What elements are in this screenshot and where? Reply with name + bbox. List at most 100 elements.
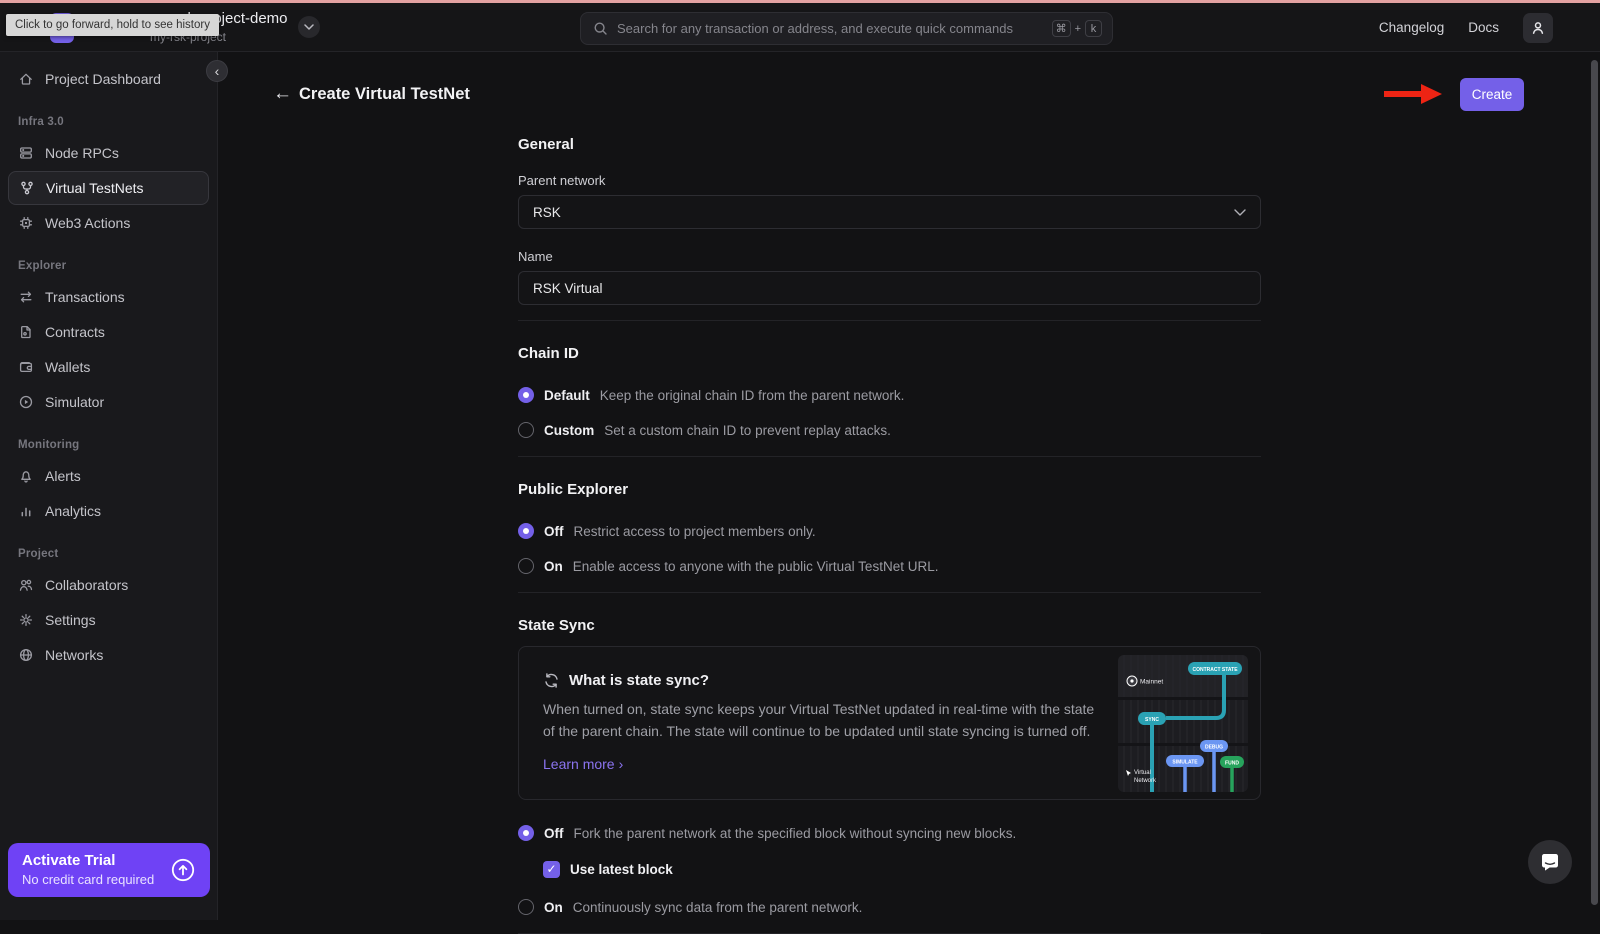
section-divider bbox=[518, 456, 1261, 457]
radio-on[interactable] bbox=[518, 558, 534, 574]
sidebar-item-simulator[interactable]: Simulator bbox=[8, 385, 209, 419]
sidebar-item-networks[interactable]: Networks bbox=[8, 638, 209, 672]
back-button[interactable]: ← bbox=[273, 83, 299, 105]
sidebar-item-label: Contracts bbox=[45, 324, 105, 340]
illus-simulate-badge: SIMULATE bbox=[1172, 759, 1198, 765]
search-input[interactable] bbox=[617, 21, 1052, 36]
transfer-arrows-icon bbox=[18, 289, 34, 305]
learn-more-link[interactable]: Learn more › bbox=[543, 756, 623, 772]
docs-link[interactable]: Docs bbox=[1468, 20, 1499, 35]
sidebar-item-virtual-testnets[interactable]: Virtual TestNets bbox=[8, 171, 209, 205]
sidebar-item-label: Settings bbox=[45, 612, 96, 628]
sidebar-item-label: Transactions bbox=[45, 289, 125, 305]
parent-network-label: Parent network bbox=[518, 173, 1261, 188]
global-search[interactable]: ⌘ + k bbox=[580, 12, 1113, 45]
chat-bubble-icon bbox=[1539, 851, 1561, 873]
illus-fund-badge: FUND bbox=[1225, 760, 1239, 766]
account-button[interactable] bbox=[1523, 13, 1553, 43]
state-sync-info-card: What is state sync? When turned on, stat… bbox=[518, 646, 1261, 800]
upgrade-arrow-icon bbox=[170, 857, 196, 883]
page-title: Create Virtual TestNet bbox=[299, 85, 470, 104]
chat-widget-button[interactable] bbox=[1528, 840, 1572, 884]
state-sync-option-off[interactable]: Off Fork the parent network at the speci… bbox=[518, 822, 1261, 844]
state-sync-option-on[interactable]: On Continuously sync data from the paren… bbox=[518, 896, 1261, 918]
sidebar-item-settings[interactable]: Settings bbox=[8, 603, 209, 637]
illus-debug-badge: DEBUG bbox=[1205, 744, 1223, 750]
play-circle-icon bbox=[18, 394, 34, 410]
sidebar-item-label: Networks bbox=[45, 647, 103, 663]
public-explorer-option-on[interactable]: On Enable access to anyone with the publ… bbox=[518, 555, 1261, 577]
sidebar-item-transactions[interactable]: Transactions bbox=[8, 280, 209, 314]
chevron-down-icon bbox=[304, 24, 314, 30]
chain-id-option-custom[interactable]: Custom Set a custom chain ID to prevent … bbox=[518, 419, 1261, 441]
radio-custom[interactable] bbox=[518, 422, 534, 438]
chevron-left-icon: ‹ bbox=[215, 63, 220, 79]
name-label: Name bbox=[518, 249, 1261, 264]
section-divider bbox=[518, 592, 1261, 593]
annotation-red-arrow bbox=[1384, 83, 1442, 105]
sidebar-item-label: Web3 Actions bbox=[45, 215, 130, 231]
sidebar-item-collaborators[interactable]: Collaborators bbox=[8, 568, 209, 602]
info-body: When turned on, state sync keeps your Vi… bbox=[543, 699, 1098, 742]
name-input[interactable]: RSK Virtual bbox=[518, 271, 1261, 305]
sidebar-item-label: Alerts bbox=[45, 468, 81, 484]
bar-chart-icon bbox=[18, 503, 34, 519]
parent-network-select[interactable]: RSK bbox=[518, 195, 1261, 229]
radio-default-selected[interactable] bbox=[518, 387, 534, 403]
page-scrollbar[interactable] bbox=[1591, 60, 1598, 905]
checkbox-checked[interactable]: ✓ bbox=[543, 861, 560, 878]
sidebar-item-label: Simulator bbox=[45, 394, 104, 410]
sidebar-item-label: Wallets bbox=[45, 359, 90, 375]
sidebar-section-explorer: Explorer bbox=[18, 260, 199, 272]
user-icon bbox=[1530, 20, 1546, 36]
illus-mainnet-label: Mainnet bbox=[1140, 678, 1163, 685]
radio-sync-off-selected[interactable] bbox=[518, 825, 534, 841]
sidebar-collapse-button[interactable]: ‹ bbox=[206, 60, 228, 82]
sidebar-section-infra: Infra 3.0 bbox=[18, 116, 199, 128]
chain-id-option-default[interactable]: Default Keep the original chain ID from … bbox=[518, 384, 1261, 406]
gear-icon bbox=[18, 612, 34, 628]
chevron-right-icon: › bbox=[619, 756, 624, 772]
illus-contract-state-badge: CONTRACT STATE bbox=[1192, 666, 1238, 672]
parent-network-value: RSK bbox=[533, 205, 1234, 220]
section-heading-state-sync: State Sync bbox=[518, 617, 1261, 634]
chevron-down-icon bbox=[1234, 209, 1246, 216]
changelog-link[interactable]: Changelog bbox=[1379, 20, 1444, 35]
sidebar-section-monitoring: Monitoring bbox=[18, 439, 199, 451]
illus-sync-badge: SYNC bbox=[1145, 716, 1159, 722]
radio-sync-on[interactable] bbox=[518, 899, 534, 915]
sidebar-item-wallets[interactable]: Wallets bbox=[8, 350, 209, 384]
sync-icon bbox=[543, 672, 560, 689]
use-latest-block-option[interactable]: ✓ Use latest block bbox=[543, 858, 1261, 880]
sidebar-item-alerts[interactable]: Alerts bbox=[8, 459, 209, 493]
shortcut-plus: + bbox=[1075, 23, 1081, 35]
create-button[interactable]: Create bbox=[1460, 78, 1524, 111]
section-heading-public-explorer: Public Explorer bbox=[518, 481, 1261, 498]
sidebar-item-contracts[interactable]: Contracts bbox=[8, 315, 209, 349]
project-chevron-button[interactable] bbox=[298, 16, 320, 38]
sidebar-item-label: Analytics bbox=[45, 503, 101, 519]
activate-trial-button[interactable]: Activate Trial No credit card required bbox=[8, 843, 210, 897]
sidebar-item-label: Virtual TestNets bbox=[46, 180, 144, 196]
illus-virtual-label-1: Virtual bbox=[1134, 770, 1151, 776]
sidebar-item-web3-actions[interactable]: Web3 Actions bbox=[8, 206, 209, 240]
sidebar-item-label: Node RPCs bbox=[45, 145, 119, 161]
fork-icon bbox=[19, 180, 35, 196]
section-heading-general: General bbox=[518, 136, 1261, 153]
name-value: RSK Virtual bbox=[533, 281, 1246, 296]
sidebar: ‹ Project Dashboard Infra 3.0 Node RPCs … bbox=[0, 52, 218, 920]
sidebar-section-project: Project bbox=[18, 548, 199, 560]
server-icon bbox=[18, 145, 34, 161]
radio-off-selected[interactable] bbox=[518, 523, 534, 539]
sidebar-item-label: Collaborators bbox=[45, 577, 128, 593]
sidebar-item-analytics[interactable]: Analytics bbox=[8, 494, 209, 528]
public-explorer-option-off[interactable]: Off Restrict access to project members o… bbox=[518, 520, 1261, 542]
section-heading-chain-id: Chain ID bbox=[518, 345, 1261, 362]
sidebar-item-node-rpcs[interactable]: Node RPCs bbox=[8, 136, 209, 170]
home-icon bbox=[18, 71, 34, 87]
state-sync-illustration: Mainnet CONTRACT STATE SYNC DEBUG SIMULA… bbox=[1118, 655, 1248, 792]
sidebar-item-label: Project Dashboard bbox=[45, 71, 161, 87]
sidebar-item-project-dashboard[interactable]: Project Dashboard bbox=[8, 62, 209, 96]
chip-icon bbox=[18, 215, 34, 231]
people-icon bbox=[18, 577, 34, 593]
